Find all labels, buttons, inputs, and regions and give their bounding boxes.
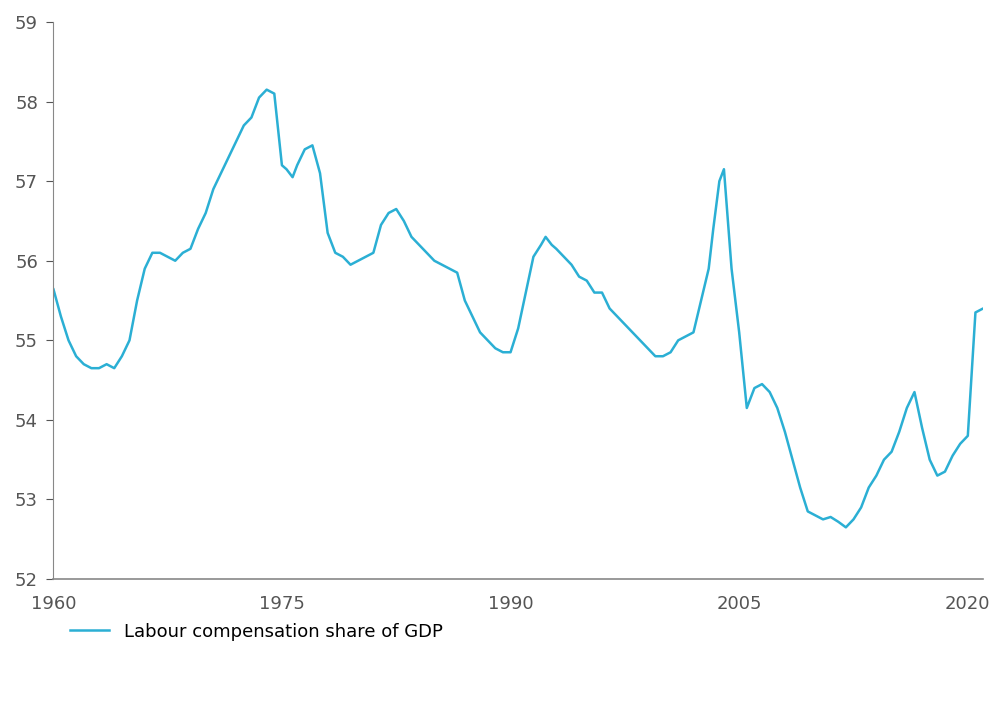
Legend: Labour compensation share of GDP: Labour compensation share of GDP (62, 616, 450, 648)
